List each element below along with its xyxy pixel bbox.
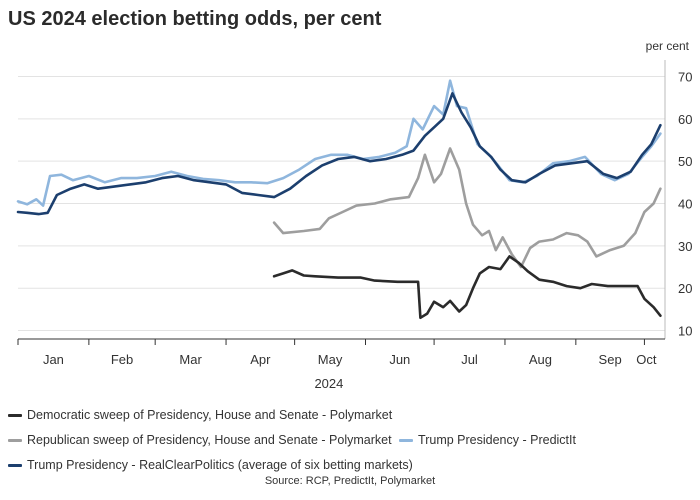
y-tick-label-40: 40 — [678, 197, 692, 212]
source-note: Source: RCP, PredictIt, Polymarket — [264, 475, 436, 487]
x-tick-label-aug: Aug — [529, 352, 552, 367]
legend-row-2: Republican sweep of Presidency, House an… — [8, 427, 698, 452]
legend-item-trump-predictit: Trump Presidency - PredictIt — [399, 429, 576, 452]
line-chart: 10 20 30 40 50 60 70 per cent Jan Feb Mar Apr May Jun… — [16, 39, 692, 391]
x-tick-label-oct: Oct — [636, 352, 657, 367]
legend-label-republican-sweep: Republican sweep of Presidency, House an… — [27, 433, 392, 447]
y-tick-label-20: 20 — [678, 281, 692, 296]
legend-label-democratic-sweep: Democratic sweep of Presidency, House an… — [27, 408, 393, 422]
legend-row-1: Democratic sweep of Presidency, House an… — [8, 402, 698, 427]
legend-swatch-democratic-sweep — [8, 414, 22, 417]
x-tick-label-mar: Mar — [179, 352, 202, 367]
legend-label-trump-rcp: Trump Presidency - RealClearPolitics (av… — [27, 458, 413, 472]
legend-swatch-trump-rcp — [8, 464, 22, 467]
series-line-democratic-sweep — [272, 255, 662, 320]
y-tick-label-70: 70 — [678, 69, 692, 84]
legend-item-democratic-sweep: Democratic sweep of Presidency, House an… — [8, 404, 392, 427]
legend-swatch-republican-sweep — [8, 439, 22, 442]
series-line-trump-predictit — [16, 79, 662, 207]
legend: Democratic sweep of Presidency, House an… — [8, 402, 698, 477]
legend-item-trump-rcp: Trump Presidency - RealClearPolitics (av… — [8, 454, 413, 477]
x-tick-label-sep: Sep — [599, 352, 622, 367]
x-axis-year-label: 2024 — [314, 376, 343, 391]
legend-row-3: Trump Presidency - RealClearPolitics (av… — [8, 452, 698, 477]
series-line-republican-sweep — [272, 147, 662, 269]
chart-title: US 2024 election betting odds, per cent — [8, 8, 382, 30]
legend-label-trump-predictit: Trump Presidency - PredictIt — [418, 433, 576, 447]
y-tick-label-50: 50 — [678, 154, 692, 169]
series-line-trump-rcp — [16, 92, 662, 216]
y-tick-label-60: 60 — [678, 112, 692, 127]
legend-swatch-trump-predictit — [399, 439, 414, 442]
legend-item-republican-sweep: Republican sweep of Presidency, House an… — [8, 429, 392, 452]
x-tick-label-may: May — [318, 352, 343, 367]
x-tick-label-jun: Jun — [389, 352, 410, 367]
x-tick-label-jan: Jan — [43, 352, 64, 367]
y-axis-unit-label: per cent — [646, 39, 690, 53]
x-tick-label-apr: Apr — [250, 352, 271, 367]
y-tick-label-30: 30 — [678, 239, 692, 254]
x-tick-label-feb: Feb — [111, 352, 133, 367]
y-tick-label-10: 10 — [678, 324, 692, 339]
x-tick-label-jul: Jul — [461, 352, 478, 367]
